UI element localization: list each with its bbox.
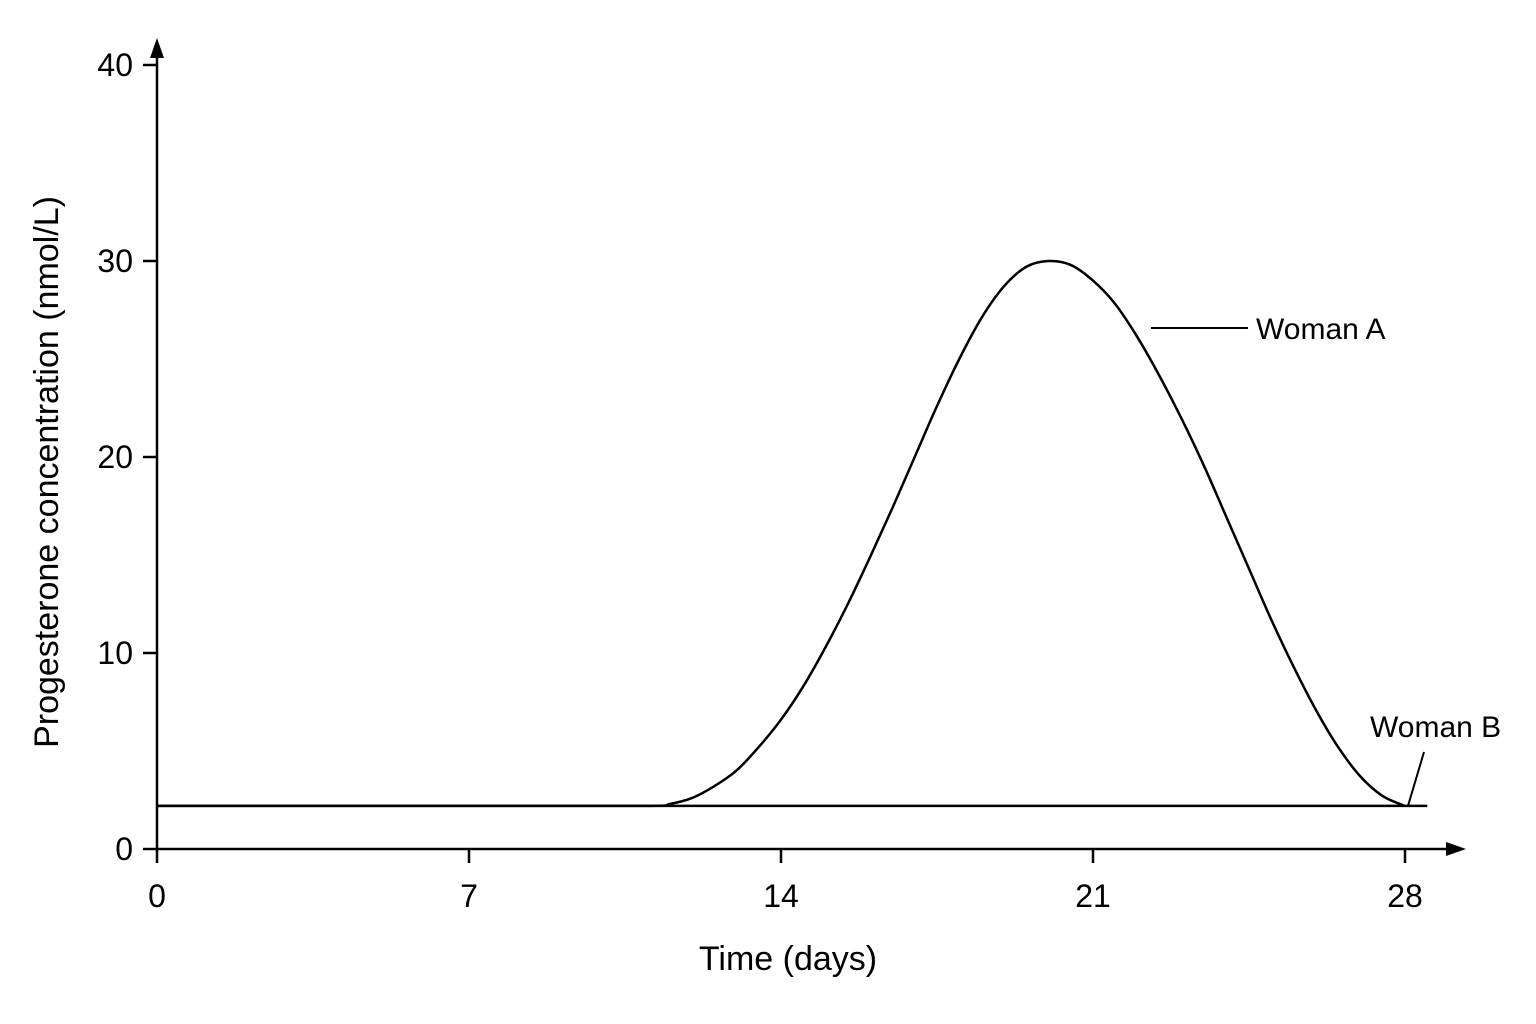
- y-tick-label-10: 10: [97, 635, 133, 671]
- x-tick-label-28: 28: [1387, 878, 1423, 914]
- axes: [150, 38, 1466, 856]
- y-tick-label-30: 30: [97, 243, 133, 279]
- y-tick-label-20: 20: [97, 439, 133, 475]
- y-tick-label-40: 40: [97, 47, 133, 83]
- x-tick-label-0: 0: [148, 878, 166, 914]
- y-axis-arrow: [150, 38, 164, 58]
- ticks: 0 10 20 30 40 0 7 14 21 28: [97, 47, 1422, 914]
- label-woman-b: Woman B: [1370, 711, 1501, 744]
- x-axis-title: Time (days): [699, 940, 877, 978]
- x-axis-arrow: [1446, 842, 1466, 856]
- series-layer: [157, 259, 1428, 808]
- y-axis-title: Progesterone concentration (nmol/L): [28, 196, 66, 748]
- x-tick-label-14: 14: [763, 878, 799, 914]
- series-woman-a: [157, 259, 1406, 808]
- x-tick-label-7: 7: [460, 878, 478, 914]
- labels-layer: Woman A Woman B: [1150, 313, 1501, 807]
- label-woman-a: Woman A: [1256, 313, 1386, 346]
- x-tick-label-21: 21: [1075, 878, 1111, 914]
- y-tick-label-0: 0: [115, 831, 133, 867]
- leader-woman-b: [1407, 751, 1425, 807]
